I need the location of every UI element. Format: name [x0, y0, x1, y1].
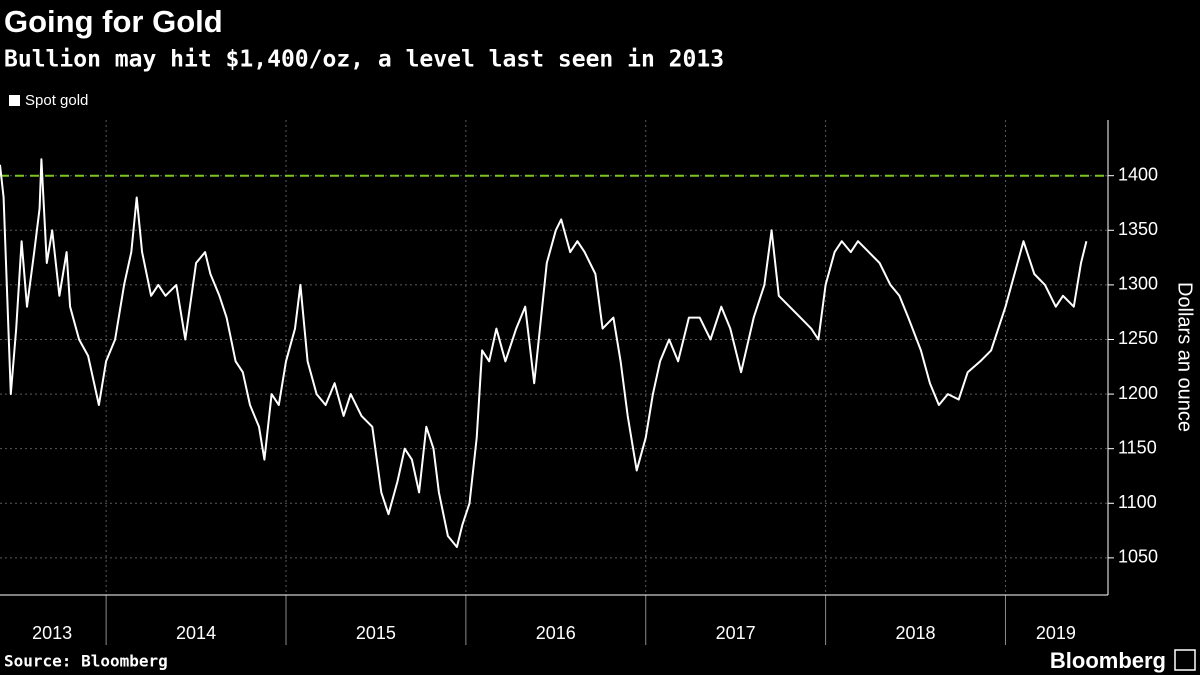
y-tick-label: 1100 [1118, 492, 1157, 512]
x-tick-label: 2018 [896, 623, 936, 643]
brand: Bloomberg [1050, 648, 1166, 673]
y-tick-label: 1400 [1118, 164, 1158, 184]
chart-subtitle: Bullion may hit $1,400/oz, a level last … [4, 47, 724, 73]
x-tick-label: 2013 [32, 623, 72, 643]
y-tick-label: 1350 [1118, 219, 1158, 239]
y-tick-label: 1200 [1118, 383, 1158, 403]
x-tick-label: 2014 [176, 623, 216, 643]
y-tick-label: 1300 [1118, 274, 1158, 294]
x-tick-label: 2019 [1036, 623, 1076, 643]
y-axis-label: Dollars an ounce [1174, 282, 1196, 432]
y-tick-label: 1250 [1118, 328, 1158, 348]
x-tick-label: 2016 [536, 623, 576, 643]
chart-title: Going for Gold [4, 4, 223, 39]
brand-icon [1174, 649, 1196, 671]
legend-swatch [9, 95, 20, 106]
source: Source: Bloomberg [4, 652, 168, 671]
legend-label: Spot gold [25, 92, 88, 109]
x-tick-label: 2015 [356, 623, 396, 643]
y-tick-label: 1150 [1118, 437, 1157, 457]
y-tick-label: 1050 [1118, 547, 1158, 567]
x-tick-label: 2017 [716, 623, 756, 643]
data-line [0, 158, 1088, 548]
